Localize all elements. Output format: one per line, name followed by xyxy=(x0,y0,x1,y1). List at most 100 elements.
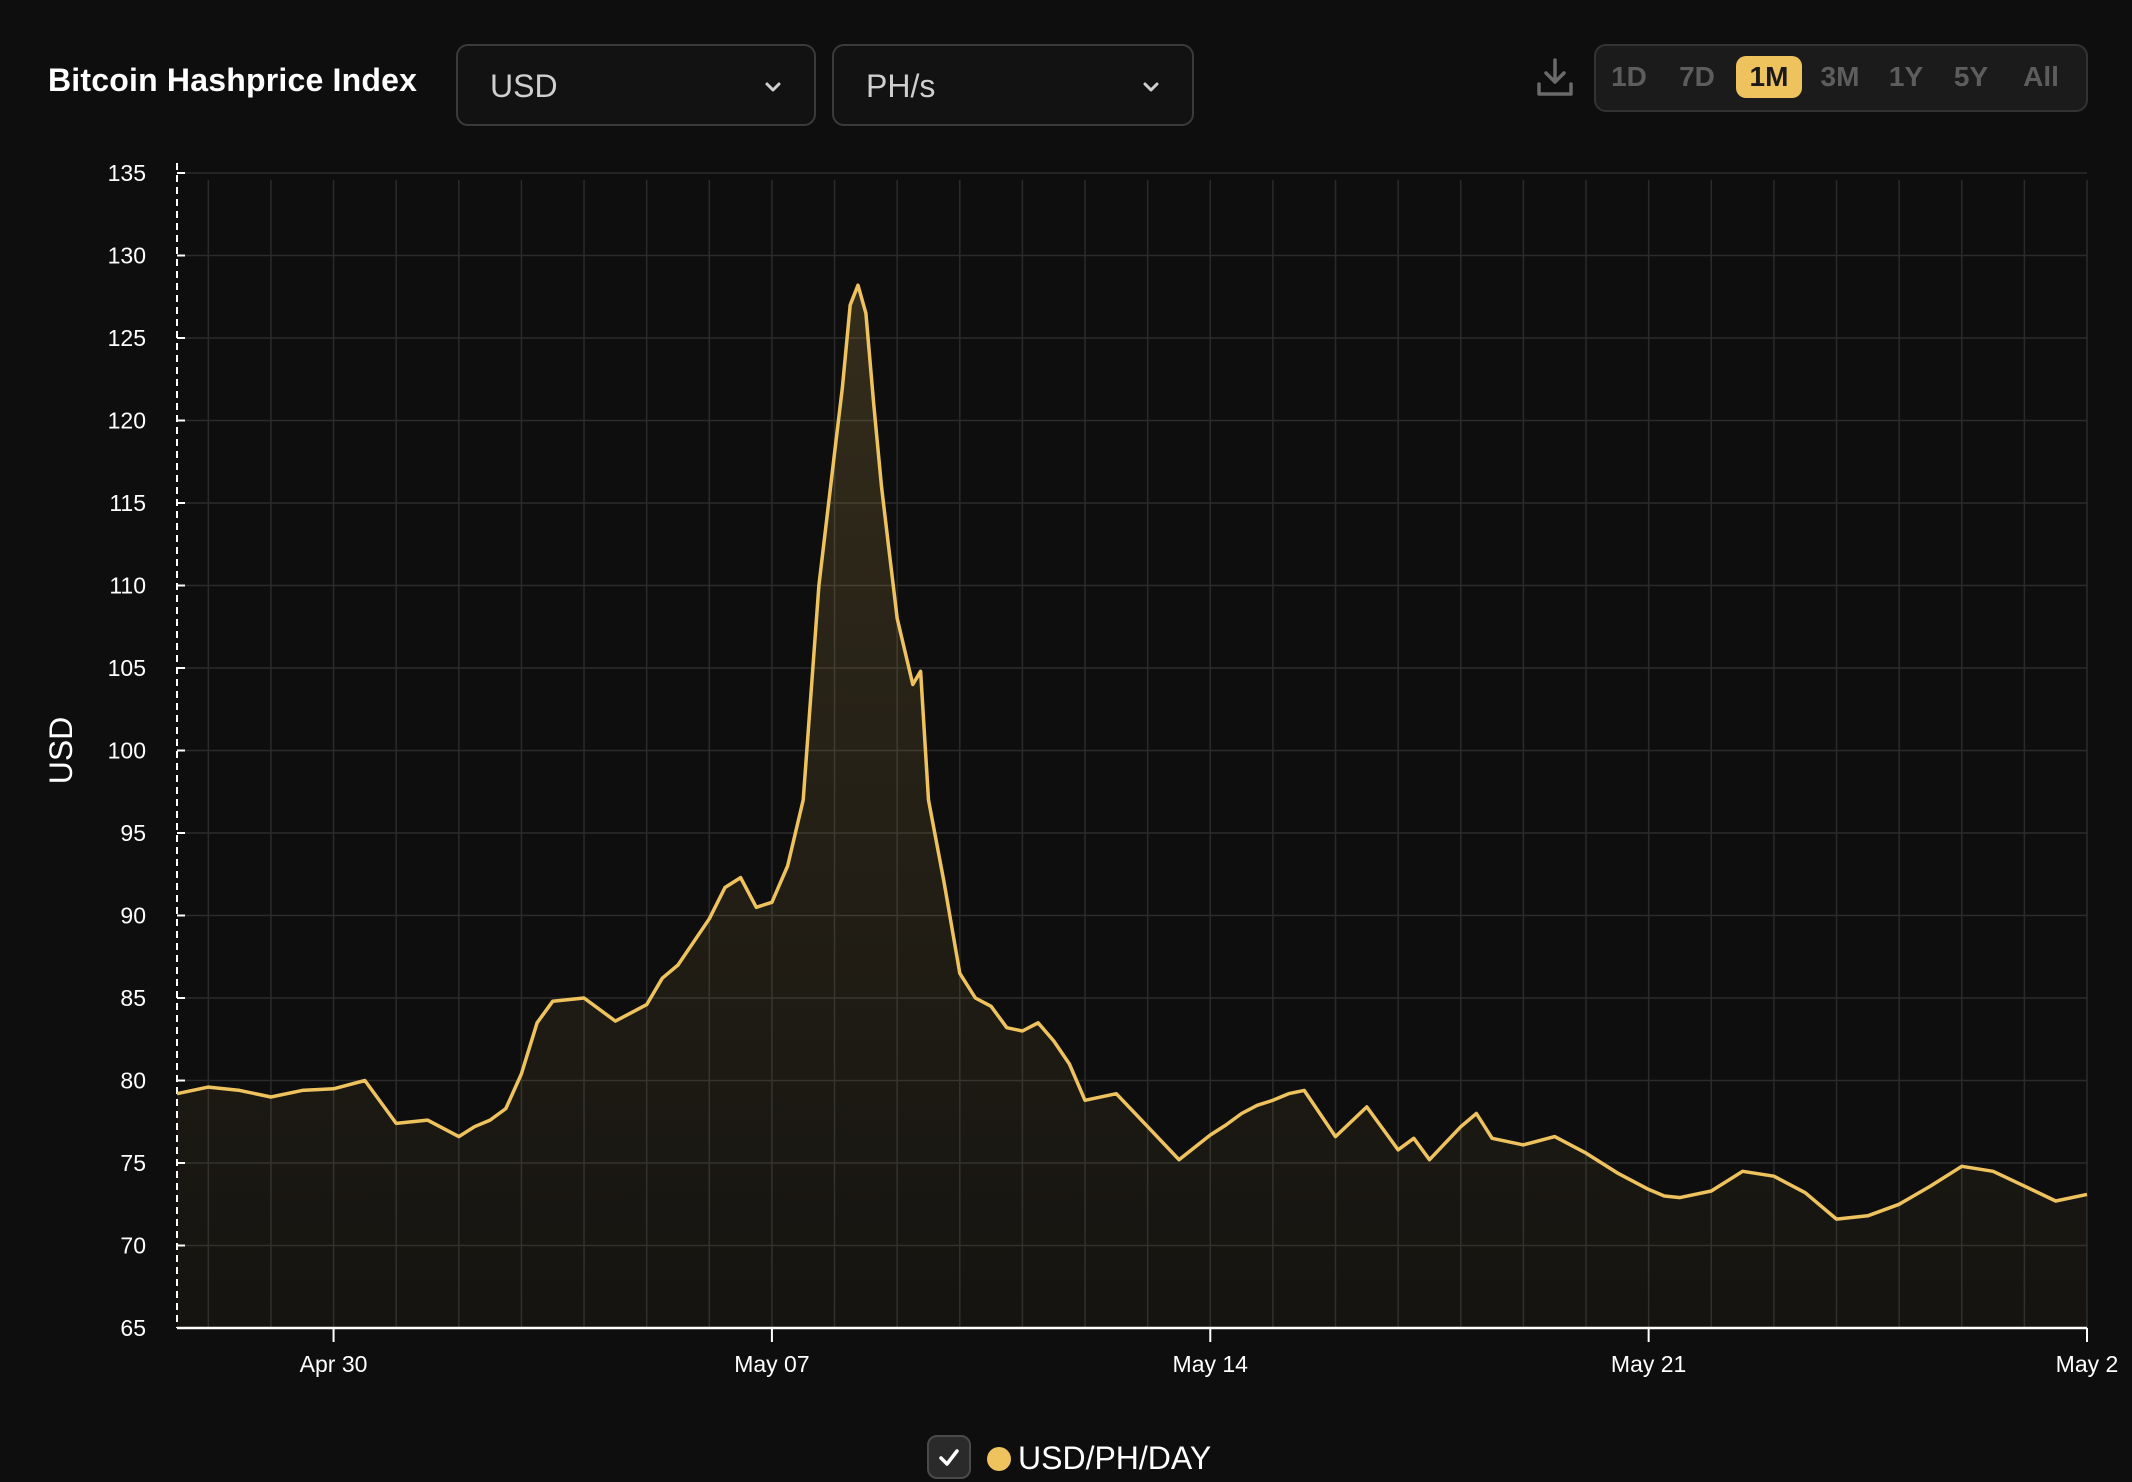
data-point xyxy=(1583,1150,1589,1156)
range-3m-button[interactable]: 3M xyxy=(1820,61,1860,92)
chart-grid xyxy=(177,172,2088,1328)
y-tick-label: 125 xyxy=(108,325,146,351)
data-point xyxy=(1802,1190,1808,1196)
data-point xyxy=(1489,1135,1495,1141)
data-point xyxy=(1223,1122,1229,1128)
legend-label: USD/PH/DAY xyxy=(1018,1440,1212,1476)
series-area xyxy=(177,285,2087,1329)
data-point xyxy=(644,1002,650,1008)
hashprice-chart[interactable]: 135 130 125 120 115 110 105 100 95 90 85 80 75 70 65 A… xyxy=(0,0,2132,1420)
data-point xyxy=(1614,1170,1620,1176)
y-tick-label: 110 xyxy=(109,573,146,599)
data-point xyxy=(1082,1097,1088,1103)
data-point xyxy=(1411,1135,1417,1141)
legend-checkbox[interactable] xyxy=(927,1435,971,1479)
data-point xyxy=(581,995,587,1001)
data-point xyxy=(800,797,806,803)
data-point xyxy=(894,616,900,622)
data-point xyxy=(425,1117,431,1123)
range-all-button[interactable]: All xyxy=(2023,61,2059,92)
data-point xyxy=(722,885,728,891)
y-tick-label: 75 xyxy=(120,1150,146,1176)
data-point xyxy=(1927,1183,1933,1189)
data-point xyxy=(1834,1216,1840,1222)
data-point xyxy=(1990,1168,1996,1174)
check-icon xyxy=(939,1449,959,1466)
data-point xyxy=(550,998,556,1004)
data-point xyxy=(299,1087,305,1093)
data-point xyxy=(331,1086,337,1092)
y-tick-label: 135 xyxy=(108,160,146,186)
data-point xyxy=(1520,1142,1526,1148)
y-tick-label: 80 xyxy=(120,1068,146,1094)
data-point xyxy=(863,310,869,316)
data-point xyxy=(1270,1097,1276,1103)
data-point xyxy=(902,649,908,655)
data-point xyxy=(1959,1163,1965,1169)
data-point xyxy=(659,975,665,981)
y-tick-label: 100 xyxy=(108,738,146,764)
data-point xyxy=(1286,1091,1292,1097)
data-point xyxy=(1395,1147,1401,1153)
unit-select[interactable]: PH/s xyxy=(832,44,1194,126)
data-point xyxy=(205,1084,211,1090)
data-point xyxy=(1066,1061,1072,1067)
data-point xyxy=(1427,1157,1433,1163)
data-point xyxy=(534,1020,540,1026)
x-tick-label: May 21 xyxy=(1611,1351,1686,1377)
data-point xyxy=(1035,1020,1041,1026)
data-point xyxy=(1708,1188,1714,1194)
range-1d-button[interactable]: 1D xyxy=(1611,61,1647,92)
data-point xyxy=(472,1124,478,1130)
data-point xyxy=(1865,1213,1871,1219)
data-point xyxy=(832,451,838,457)
download-icon[interactable] xyxy=(1535,56,1575,98)
data-point xyxy=(268,1094,274,1100)
data-point xyxy=(456,1134,462,1140)
data-point xyxy=(1051,1038,1057,1044)
y-tick-label: 85 xyxy=(120,985,146,1011)
data-point xyxy=(1740,1168,1746,1174)
range-1y-button[interactable]: 1Y xyxy=(1888,61,1924,92)
data-point xyxy=(487,1117,493,1123)
data-point xyxy=(362,1078,368,1084)
data-point xyxy=(816,583,822,589)
currency-select[interactable]: USD xyxy=(456,44,816,126)
range-5y-button[interactable]: 5Y xyxy=(1953,61,1989,92)
data-point xyxy=(879,484,885,490)
data-point xyxy=(1646,1186,1652,1192)
chevron-down-icon xyxy=(1143,82,1159,92)
range-1m-button[interactable]: 1M xyxy=(1736,56,1802,98)
x-tick-label: May 2 xyxy=(2056,1351,2119,1377)
data-point xyxy=(2053,1198,2059,1204)
chart-title: Bitcoin Hashprice Index xyxy=(48,62,418,98)
y-tick-label: 65 xyxy=(120,1315,146,1341)
data-point xyxy=(1301,1087,1307,1093)
data-point xyxy=(753,904,759,910)
data-point xyxy=(785,863,791,869)
data-point xyxy=(1207,1132,1213,1138)
y-tick-label: 130 xyxy=(108,243,146,269)
data-point xyxy=(518,1071,524,1077)
data-point xyxy=(738,875,744,881)
series-line xyxy=(176,283,2088,1221)
data-point xyxy=(1145,1124,1151,1130)
unit-select-value: PH/s xyxy=(866,68,936,104)
data-point xyxy=(839,385,845,391)
data-point xyxy=(1176,1157,1182,1163)
data-point xyxy=(769,899,775,905)
y-axis-label: USD xyxy=(43,717,79,785)
data-point xyxy=(926,797,932,803)
data-point xyxy=(612,1018,618,1024)
data-point xyxy=(1552,1134,1558,1140)
data-point xyxy=(871,401,877,407)
y-tick-label: 105 xyxy=(108,655,146,681)
legend-color-dot xyxy=(987,1447,1011,1471)
data-point xyxy=(1896,1201,1902,1207)
data-point xyxy=(1661,1193,1667,1199)
x-tick-label: May 07 xyxy=(734,1351,809,1377)
data-point xyxy=(675,962,681,968)
range-7d-button[interactable]: 7D xyxy=(1679,61,1715,92)
data-point xyxy=(2021,1183,2027,1189)
x-axis: Apr 30 May 07 May 14 May 21 May 2 xyxy=(177,1326,2119,1377)
